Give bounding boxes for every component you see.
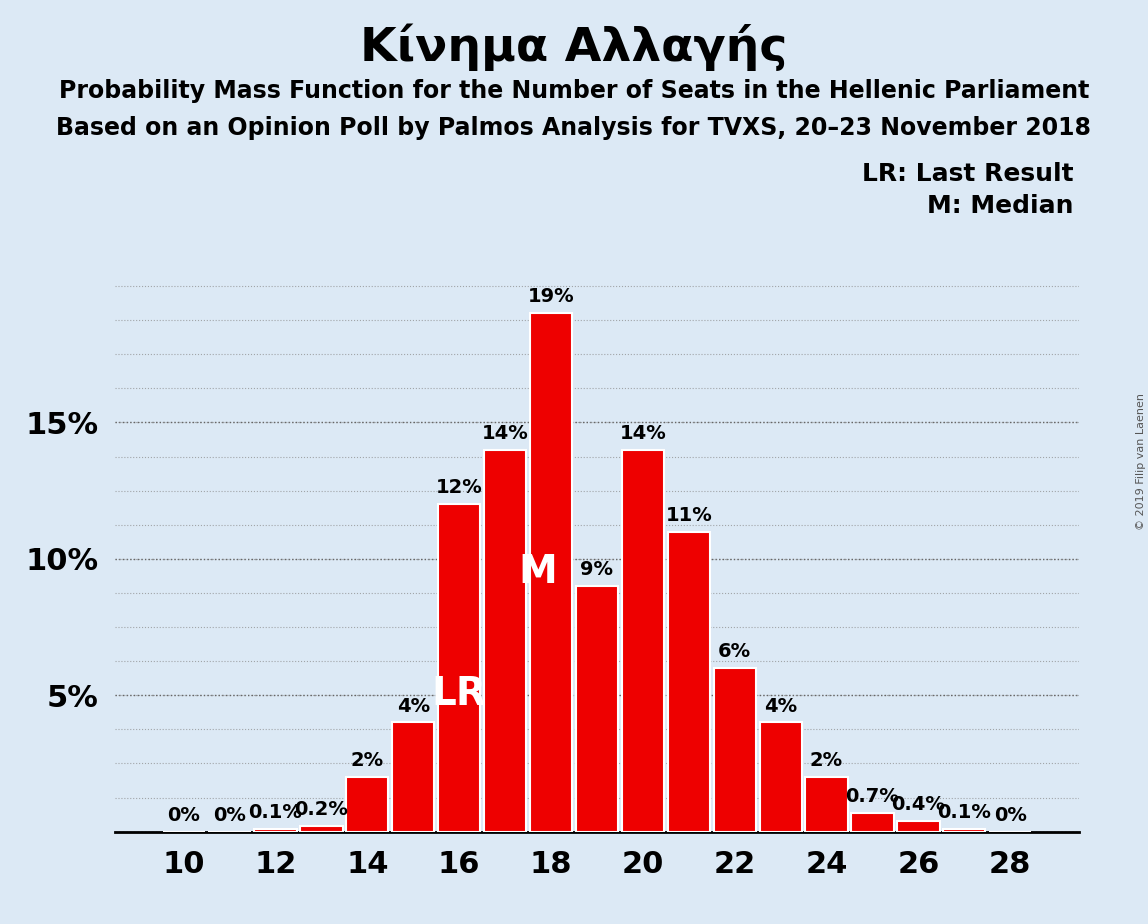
Text: 2%: 2%	[351, 751, 383, 771]
Bar	[622, 450, 664, 832]
Bar	[852, 812, 893, 832]
Text: 12%: 12%	[436, 479, 482, 497]
Text: 4%: 4%	[397, 697, 429, 716]
Text: 14%: 14%	[482, 424, 528, 443]
Text: 0%: 0%	[168, 806, 200, 825]
Bar	[301, 826, 342, 832]
Text: LR: LR	[432, 675, 487, 713]
Text: © 2019 Filip van Laenen: © 2019 Filip van Laenen	[1135, 394, 1146, 530]
Bar	[714, 668, 755, 832]
Text: 14%: 14%	[620, 424, 666, 443]
Text: M: M	[519, 553, 558, 591]
Bar	[484, 450, 526, 832]
Text: Probability Mass Function for the Number of Seats in the Hellenic Parliament: Probability Mass Function for the Number…	[59, 79, 1089, 103]
Text: Based on an Opinion Poll by Palmos Analysis for TVXS, 20–23 November 2018: Based on an Opinion Poll by Palmos Analy…	[56, 116, 1092, 140]
Text: 0.4%: 0.4%	[892, 795, 945, 814]
Bar	[806, 777, 847, 832]
Text: 2%: 2%	[810, 751, 843, 771]
Bar	[347, 777, 388, 832]
Text: 19%: 19%	[528, 287, 574, 307]
Text: 0%: 0%	[214, 806, 246, 825]
Bar	[576, 586, 618, 832]
Bar	[944, 829, 985, 832]
Text: LR: Last Result: LR: Last Result	[862, 162, 1073, 186]
Text: 11%: 11%	[666, 505, 712, 525]
Bar	[898, 821, 939, 832]
Bar	[439, 505, 480, 832]
Text: 0.7%: 0.7%	[846, 786, 899, 806]
Text: 0.1%: 0.1%	[938, 803, 991, 822]
Bar	[255, 829, 296, 832]
Bar	[530, 313, 572, 832]
Text: 0%: 0%	[994, 806, 1026, 825]
Text: 0.1%: 0.1%	[249, 803, 302, 822]
Text: 6%: 6%	[719, 642, 751, 661]
Text: 4%: 4%	[765, 697, 797, 716]
Bar	[760, 723, 801, 832]
Bar	[668, 531, 709, 832]
Text: 0.2%: 0.2%	[295, 800, 348, 820]
Text: Κίνημα Αλλαγής: Κίνημα Αλλαγής	[360, 23, 788, 70]
Bar	[393, 723, 434, 832]
Text: M: Median: M: Median	[926, 194, 1073, 218]
Text: 9%: 9%	[581, 560, 613, 579]
